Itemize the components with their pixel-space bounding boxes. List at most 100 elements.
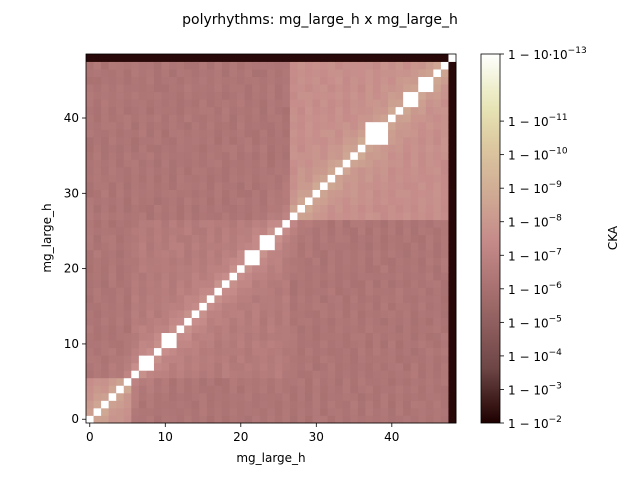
heatmap-cell (101, 400, 110, 409)
heatmap-cell (229, 264, 238, 273)
heatmap-cell (335, 362, 344, 371)
heatmap-cell (440, 166, 449, 175)
heatmap-cell (320, 325, 329, 334)
heatmap-cell (365, 204, 374, 213)
heatmap-cell (161, 166, 170, 175)
heatmap-cell (229, 76, 238, 85)
heatmap-cell (304, 54, 313, 62)
heatmap-cell (297, 332, 306, 341)
heatmap-cell (372, 362, 381, 371)
heatmap-cell (380, 189, 389, 198)
heatmap-cell (448, 114, 457, 123)
heatmap-cell (440, 121, 449, 130)
heatmap-cell (206, 121, 215, 130)
heatmap-cell (312, 370, 321, 379)
heatmap-cell (410, 249, 419, 258)
heatmap-cell (365, 400, 374, 409)
heatmap-cell (267, 99, 276, 108)
heatmap-cell (131, 91, 140, 100)
heatmap-cell (357, 407, 366, 416)
heatmap-cell (206, 106, 215, 115)
heatmap-cell (86, 129, 94, 138)
heatmap-cell (146, 189, 155, 198)
heatmap-cell (440, 287, 449, 296)
heatmap-cell (214, 317, 223, 326)
heatmap-cell (191, 114, 200, 123)
heatmap-cell (418, 99, 427, 108)
heatmap-cell (395, 234, 404, 243)
x-tick-label: 30 (309, 430, 324, 444)
heatmap-cell (418, 400, 427, 409)
heatmap-cell (327, 212, 336, 221)
heatmap-cell (274, 234, 283, 243)
heatmap-cell (116, 121, 125, 130)
heatmap-cell (448, 159, 457, 168)
heatmap-cell (403, 197, 412, 206)
heatmap-cell (214, 166, 223, 175)
heatmap-cell (350, 106, 359, 115)
heatmap-cell (320, 242, 329, 251)
heatmap-cell (101, 310, 110, 318)
heatmap-cell (297, 242, 306, 251)
heatmap-cell (116, 325, 125, 334)
heatmap-cell (327, 106, 336, 115)
heatmap-cell (116, 144, 125, 153)
heatmap-cell (304, 159, 313, 168)
heatmap-cell (259, 121, 268, 130)
heatmap-cell (425, 287, 434, 296)
heatmap-cell (425, 159, 434, 168)
heatmap-cell (237, 355, 245, 364)
heatmap-cell (440, 159, 449, 168)
heatmap-cell (214, 272, 223, 281)
heatmap-cell (304, 279, 313, 288)
heatmap-cell (116, 234, 125, 243)
heatmap-cell (237, 197, 245, 206)
heatmap-cell (161, 159, 170, 168)
heatmap-cell (342, 174, 351, 183)
heatmap-cell (229, 407, 238, 416)
heatmap-cell (403, 340, 412, 349)
heatmap-cell (327, 69, 336, 77)
heatmap-cell (123, 242, 132, 251)
heatmap-cell (448, 212, 457, 221)
heatmap-cell (184, 189, 193, 198)
heatmap-cell (131, 144, 140, 153)
heatmap-cell (199, 174, 208, 183)
heatmap-cell (244, 61, 253, 70)
heatmap-cell (274, 347, 283, 356)
heatmap-cell (237, 84, 245, 93)
heatmap-cell (221, 166, 230, 175)
heatmap-cell (108, 385, 117, 394)
heatmap-cell (342, 114, 351, 123)
heatmap-cell (86, 294, 94, 303)
heatmap-cell (206, 166, 215, 175)
heatmap-cell (214, 84, 223, 93)
heatmap-cell (184, 136, 193, 145)
heatmap-cell (237, 219, 245, 228)
heatmap-cell (267, 69, 276, 77)
heatmap-cell (410, 121, 419, 130)
heatmap-cell (108, 242, 117, 251)
heatmap-cell (274, 392, 283, 401)
heatmap-cell (433, 242, 442, 251)
heatmap-cell (153, 166, 162, 175)
heatmap-cell (327, 272, 336, 281)
heatmap-cell (372, 182, 381, 190)
heatmap-cell (123, 84, 132, 93)
heatmap-cell (123, 219, 132, 228)
heatmap-cell (274, 407, 283, 416)
y-axis-label: mg_large_h (40, 203, 54, 272)
heatmap-cell (320, 129, 329, 138)
heatmap-cell (274, 76, 283, 85)
heatmap-cell (335, 234, 344, 243)
heatmap-cell (229, 272, 238, 281)
heatmap-cell (448, 99, 457, 108)
heatmap-cell (123, 144, 132, 153)
heatmap-cell (372, 61, 381, 70)
heatmap-cell (418, 151, 427, 160)
heatmap-cell (252, 415, 261, 424)
heatmap-cell (357, 227, 366, 236)
heatmap-cell (161, 287, 170, 296)
heatmap-cell (342, 400, 351, 409)
heatmap-cell (410, 219, 419, 228)
